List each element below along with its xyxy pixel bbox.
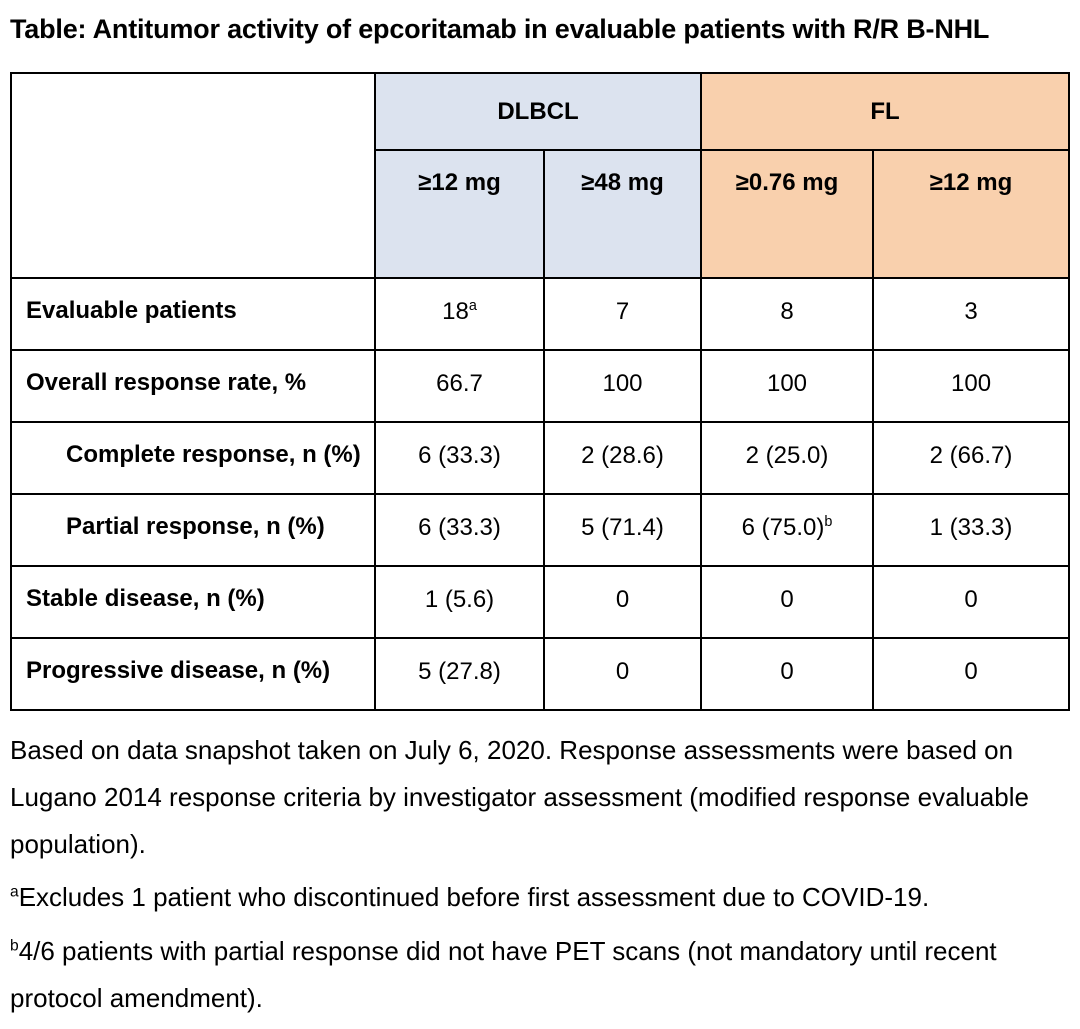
row-label: Partial response, n (%) bbox=[10, 493, 376, 568]
value-cell: 3 bbox=[872, 277, 1071, 352]
row-label: Evaluable patients bbox=[10, 277, 376, 352]
value-cell: 6 (33.3) bbox=[374, 493, 545, 568]
dose-header-row: ≥12 mg ≥48 mg ≥0.76 mg ≥12 mg bbox=[11, 149, 1071, 280]
value-cell: 6 (75.0)b bbox=[700, 493, 875, 568]
value-cell: 0 bbox=[700, 565, 875, 640]
value-cell: 1 (5.6) bbox=[374, 565, 545, 640]
dose-header-3: ≥12 mg bbox=[872, 149, 1071, 280]
footnote-a-text: Excludes 1 patient who discontinued befo… bbox=[18, 882, 930, 913]
footnote-general: Based on data snapshot taken on July 6, … bbox=[10, 735, 1029, 859]
value-cell: 2 (66.7) bbox=[872, 421, 1071, 496]
value-cell: 8 bbox=[700, 277, 875, 352]
results-table: DLBCL FL ≥12 mg ≥48 mg ≥0.76 mg ≥12 mg Evalu… bbox=[10, 72, 1071, 712]
value-cell: 0 bbox=[542, 565, 703, 640]
value-cell: 7 bbox=[542, 277, 703, 352]
value-cell: 1 (33.3) bbox=[872, 493, 1071, 568]
dose-header-0: ≥12 mg bbox=[374, 149, 545, 280]
row-label: Stable disease, n (%) bbox=[10, 565, 376, 640]
value-cell: 66.7 bbox=[374, 349, 545, 424]
group-header-row: DLBCL FL bbox=[10, 72, 1071, 280]
table-row: Progressive disease, n (%) 5 (27.8) 0 0 0 bbox=[10, 637, 1071, 712]
footnotes: Based on data snapshot taken on July 6, … bbox=[10, 727, 1058, 1022]
table-row: Complete response, n (%) 6 (33.3) 2 (28.6)… bbox=[10, 421, 1071, 496]
value-cell: 2 (28.6) bbox=[542, 421, 703, 496]
value-cell: 0 bbox=[872, 637, 1071, 712]
superscript-marker: b bbox=[824, 513, 833, 530]
table-row: Partial response, n (%) 6 (33.3) 5 (71.4) 6… bbox=[10, 493, 1071, 568]
table-row: Stable disease, n (%) 1 (5.6) 0 0 0 bbox=[10, 565, 1071, 640]
corner-cell bbox=[10, 72, 376, 280]
row-label: Overall response rate, % bbox=[10, 349, 376, 424]
footnote-b: b4/6 patients with partial response did … bbox=[10, 928, 1058, 1022]
value-cell: 100 bbox=[872, 349, 1071, 424]
row-label: Progressive disease, n (%) bbox=[10, 637, 376, 712]
footnote-b-marker: b bbox=[10, 937, 19, 955]
value-cell: 6 (33.3) bbox=[374, 421, 545, 496]
value-cell: 0 bbox=[542, 637, 703, 712]
value-cell: 5 (27.8) bbox=[374, 637, 545, 712]
superscript-marker: a bbox=[468, 297, 477, 314]
table-row: Overall response rate, % 66.7 100 100 100 bbox=[10, 349, 1071, 424]
footnote-b-text: 4/6 patients with partial response did n… bbox=[10, 936, 997, 1014]
group-header-fl: FL bbox=[700, 72, 1071, 152]
footnote-a-marker: a bbox=[10, 883, 19, 901]
table-row: Evaluable patients 18a 7 8 3 bbox=[10, 277, 1071, 352]
row-label: Complete response, n (%) bbox=[10, 421, 376, 496]
value-cell: 100 bbox=[542, 349, 703, 424]
footnote-a: aExcludes 1 patient who discontinued bef… bbox=[10, 874, 1058, 921]
table-title: Table: Antitumor activity of epcoritamab… bbox=[10, 14, 990, 44]
dose-header-1: ≥48 mg bbox=[542, 149, 703, 280]
results-table-body: Evaluable patients 18a 7 8 3 Overall response… bbox=[10, 277, 1071, 712]
value-cell: 100 bbox=[700, 349, 875, 424]
value-cell: 2 (25.0) bbox=[700, 421, 875, 496]
dose-header-2: ≥0.76 mg bbox=[700, 149, 875, 280]
group-header-dlbcl: DLBCL bbox=[373, 72, 703, 152]
value-cell: 0 bbox=[700, 637, 875, 712]
value-cell: 18a bbox=[374, 277, 545, 352]
value-cell: 5 (71.4) bbox=[542, 493, 703, 568]
value-cell: 0 bbox=[872, 565, 1071, 640]
